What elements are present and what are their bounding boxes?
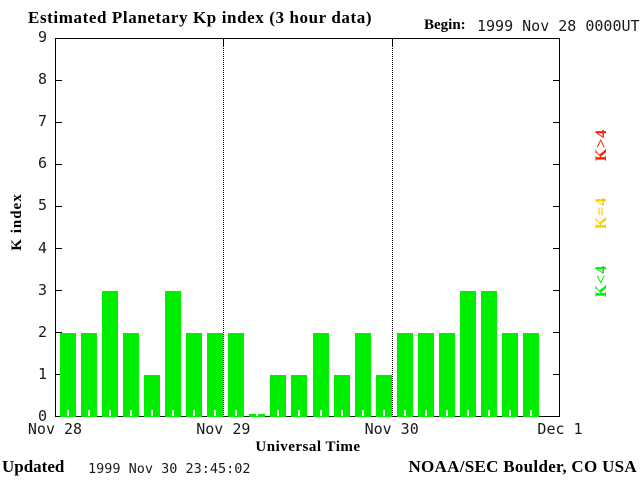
baseline-tick-notch: [67, 410, 69, 416]
baseline-tick-notch: [466, 410, 469, 416]
y-axis-tick-label: 5: [37, 196, 47, 215]
baseline-tick-notch: [424, 410, 427, 416]
kp-bar: [144, 375, 161, 417]
y-axis-tick-right: [553, 121, 559, 123]
kp-bar: [480, 291, 497, 417]
baseline-tick-notch: [403, 410, 406, 416]
baseline-tick-notch: [445, 410, 448, 416]
y-axis-tick-left: [56, 79, 62, 81]
kp-bar: [333, 375, 350, 417]
x-axis-day-label: Nov 30: [364, 420, 419, 438]
legend-k-eq-4: K=4: [593, 196, 610, 230]
kp-bar: [417, 333, 434, 417]
y-axis-tick-left: [56, 332, 62, 334]
begin-label: Begin:: [424, 17, 466, 33]
kp-bar: [522, 333, 539, 417]
kp-bar: [60, 333, 76, 417]
credit-text: NOAA/SEC Boulder, CO USA: [408, 457, 637, 476]
x-axis-title: Universal Time: [255, 439, 361, 455]
y-axis-tick-left: [56, 248, 62, 250]
x-axis-day-label: Nov 28: [27, 420, 83, 438]
day-boundary-dotted-line: [391, 38, 393, 417]
baseline-tick-notch: [361, 410, 364, 416]
begin-value: 1999 Nov 28 0000UT: [477, 17, 640, 35]
kp-bar: [186, 333, 203, 417]
kp-bar: [81, 333, 98, 417]
baseline-tick-notch: [130, 410, 133, 416]
y-axis-tick-left: [56, 416, 62, 417]
plot-frame: [55, 38, 560, 417]
y-axis-tick-label: 2: [37, 322, 47, 341]
kp-bar: [270, 375, 287, 417]
y-axis-tick-right: [553, 416, 559, 417]
baseline-tick-notch: [172, 410, 175, 416]
y-axis-tick-right: [553, 248, 559, 250]
kp-bar: [165, 291, 182, 417]
y-axis-tick-left: [56, 374, 62, 376]
y-axis-title: K index: [9, 193, 25, 251]
baseline-tick-notch: [235, 410, 238, 416]
baseline-tick-notch: [151, 410, 154, 416]
y-axis-tick-label: 4: [37, 238, 47, 257]
baseline-tick-notch: [298, 410, 301, 416]
day-boundary-dotted-line: [223, 38, 225, 417]
kp-bar: [354, 333, 371, 417]
y-axis-tick-right: [553, 332, 559, 334]
baseline-tick-notch: [487, 410, 490, 416]
x-axis-day-label: Nov 29: [196, 420, 251, 438]
kp-bar: [207, 333, 224, 417]
baseline-tick-notch: [109, 410, 112, 416]
baseline-tick-notch: [88, 410, 91, 416]
y-axis-tick-label: 1: [37, 364, 47, 383]
updated-label: Updated: [2, 457, 65, 476]
baseline-tick-notch: [529, 410, 532, 416]
y-axis-tick-right: [553, 163, 559, 165]
y-axis-tick-label: 7: [37, 112, 47, 131]
y-axis-tick-right: [553, 79, 559, 81]
y-axis-tick-left: [56, 163, 62, 165]
kp-bar: [312, 333, 329, 417]
y-axis-tick-label: 9: [37, 28, 47, 46]
y-axis-tick-right: [553, 290, 559, 292]
chart-title: Estimated Planetary Kp index (3 hour dat…: [28, 8, 373, 27]
y-axis-tick-right: [553, 37, 559, 39]
kp-bar: [228, 333, 245, 417]
kp-bar: [375, 375, 392, 417]
kp-bar: [291, 375, 308, 417]
y-axis-tick-label: 6: [37, 154, 47, 173]
baseline-tick-notch: [277, 410, 280, 416]
baseline-tick-notch: [319, 410, 322, 416]
kp-bar: [102, 291, 119, 417]
y-axis-tick-label: 0: [37, 407, 47, 425]
y-axis-tick-left: [56, 121, 62, 123]
baseline-tick-notch: [508, 410, 511, 416]
y-axis-tick-label: 8: [37, 70, 47, 89]
baseline-tick-notch: [214, 410, 217, 416]
baseline-tick-notch: [382, 410, 385, 416]
kp-bar: [501, 333, 518, 417]
kp-bar: [438, 333, 455, 417]
legend-k-lt-4: K<4: [593, 264, 610, 298]
y-axis-tick-right: [553, 374, 559, 376]
baseline-tick-notch: [340, 410, 343, 416]
kp-bar: [459, 291, 476, 417]
kp-bar: [123, 333, 140, 417]
y-axis-tick-left: [56, 205, 62, 207]
baseline-tick-notch: [193, 410, 196, 416]
x-axis-day-label: Dec 1: [537, 420, 583, 438]
kp-bar: [396, 333, 413, 417]
updated-timestamp: 1999 Nov 30 23:45:02: [88, 461, 251, 477]
y-axis-tick-right: [553, 205, 559, 207]
y-axis-tick-label: 3: [37, 280, 47, 299]
baseline-tick-notch: [256, 410, 259, 416]
y-axis-tick-left: [56, 290, 62, 292]
legend-k-gt-4: K>4: [593, 128, 610, 162]
y-axis-tick-left: [56, 37, 62, 39]
